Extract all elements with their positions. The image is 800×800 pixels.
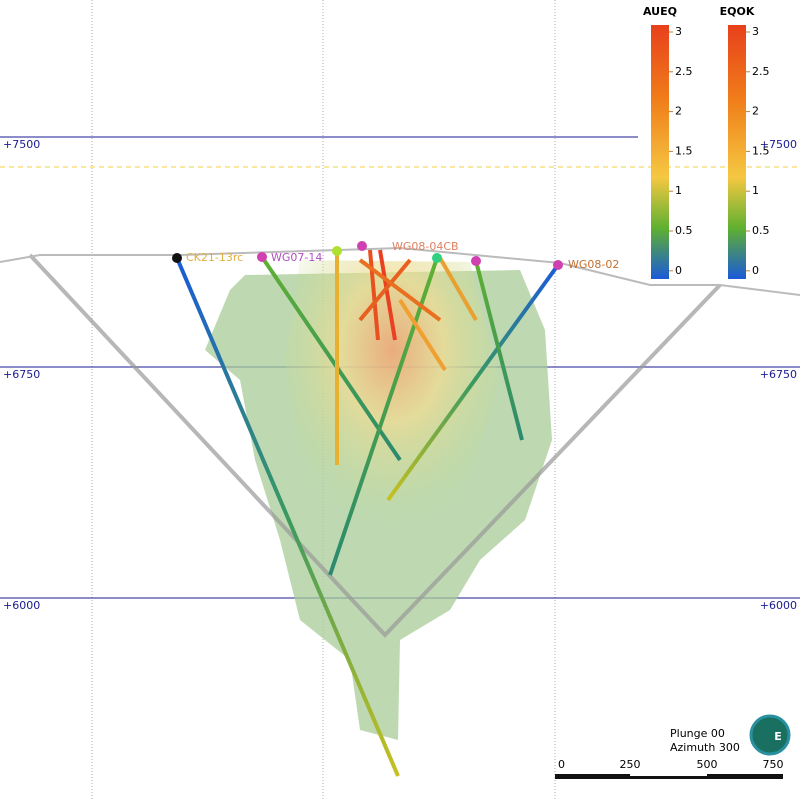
legend-tick-label: 2 — [752, 105, 759, 118]
legend-tick-label: 0 — [675, 264, 682, 277]
elevation-label: +7500 — [760, 138, 797, 151]
legend-title: AUEQ — [643, 5, 677, 18]
scale-label: 250 — [620, 758, 641, 771]
drillhole-label: WG08-04CB — [392, 240, 459, 253]
scale-bar — [555, 774, 783, 779]
color-bar — [651, 25, 669, 279]
compass-label: E — [774, 730, 782, 743]
drillhole-label: CK21-13rc — [186, 251, 243, 264]
scale-label: 0 — [558, 758, 565, 771]
legend-tick-label: 0.5 — [752, 224, 770, 237]
legend-tick-label: 2.5 — [675, 65, 693, 78]
elevation-label: +6000 — [3, 599, 40, 612]
elevation-label: +6750 — [3, 368, 40, 381]
collars — [172, 241, 563, 270]
pit-shell — [28, 253, 722, 638]
legend-tick-label: 3 — [675, 25, 682, 38]
legend-tick-label: 0.5 — [675, 224, 693, 237]
elevation-label: +6000 — [760, 599, 797, 612]
elevation-label: +6750 — [760, 368, 797, 381]
compass: E — [749, 714, 791, 756]
drillholes — [175, 249, 560, 777]
drillhole-label: WG07-14 — [271, 251, 322, 264]
legend-tick-label: 2.5 — [752, 65, 770, 78]
legend-tick-label: 1 — [752, 184, 759, 197]
legend-tick-label: 1.5 — [752, 144, 770, 157]
legend-tick-label: 1 — [675, 184, 682, 197]
plunge: Plunge 00 — [670, 727, 725, 740]
color-bar — [728, 25, 746, 279]
drillhole-label: WG08-02 — [568, 258, 619, 271]
topography — [0, 246, 800, 296]
scale-label: 500 — [697, 758, 718, 771]
legend-tick-label: 2 — [675, 105, 682, 118]
legend-tick-label: 3 — [752, 25, 759, 38]
azimuth: Azimuth 300 — [670, 741, 740, 754]
scale-label: 750 — [763, 758, 784, 771]
legend-title: EQOK — [720, 5, 755, 18]
legend-tick-label: 1.5 — [675, 144, 693, 157]
elevation-label: +7500 — [3, 138, 40, 151]
legend-tick-label: 0 — [752, 264, 759, 277]
